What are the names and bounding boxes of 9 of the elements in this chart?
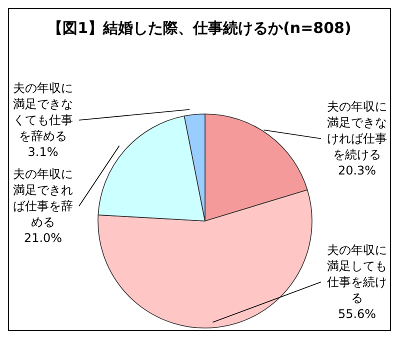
slice-label: 夫の年収に満足できれば仕事を辞める	[13, 167, 73, 230]
data-label: 3.1%	[28, 145, 58, 160]
chart-title: 【図1】結婚した際、仕事続けるか(n=808)	[46, 19, 352, 38]
slice-label: 夫の年収に満足しても仕事を続ける	[326, 243, 387, 305]
data-label: 21.0%	[24, 231, 62, 246]
data-label: 20.3%	[338, 164, 376, 178]
slice-label: 夫の年収に満足できなくても仕事を辞める	[13, 81, 73, 144]
data-label: 55.6%	[338, 307, 376, 321]
slice-label: 夫の年収に満足できなければ仕事を続ける	[327, 100, 387, 162]
